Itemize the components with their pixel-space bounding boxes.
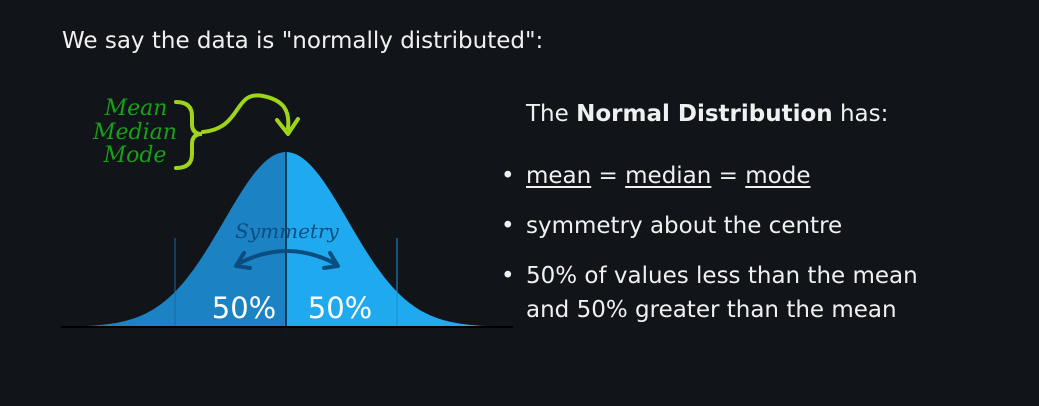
- equals-sign: =: [711, 163, 746, 189]
- properties-list: • mean = median = mode • symmetry about …: [500, 159, 1020, 327]
- info-heading: The Normal Distribution has:: [526, 97, 1020, 131]
- fifty-percent-line2: and 50% greater than the mean: [526, 297, 897, 323]
- normal-distribution-diagram: Mean Median Mode Symmetry 50% 50%: [61, 93, 513, 340]
- right-percent-label: 50%: [308, 291, 372, 325]
- symmetry-arrow-right-icon: [322, 251, 340, 270]
- symmetry-label: Symmetry: [235, 219, 339, 243]
- symmetry-text: symmetry about the centre: [526, 213, 843, 239]
- fifty-percent-line1: 50% of values less than the mean: [526, 263, 918, 289]
- arrow-head-icon: [275, 117, 300, 136]
- list-item-fifty-percent: • 50% of values less than the mean and 5…: [500, 259, 1020, 327]
- heading-suffix: has:: [832, 101, 889, 127]
- bullet-icon: •: [501, 263, 515, 289]
- curve-right-half: [286, 152, 513, 327]
- equals-sign: =: [591, 163, 626, 189]
- heading-prefix: The: [526, 101, 577, 127]
- curve-arrow: [201, 93, 291, 134]
- left-percent-label: 50%: [212, 291, 276, 325]
- intro-text: We say the data is "normally distributed…: [62, 28, 544, 54]
- mode-label: Mode: [103, 143, 167, 168]
- curve-left-half: [61, 152, 286, 327]
- bullet-icon: •: [501, 213, 515, 239]
- symmetry-arrow-left-icon: [234, 251, 252, 270]
- list-item-symmetry: • symmetry about the centre: [500, 209, 1020, 243]
- curly-brace: [174, 100, 203, 170]
- bullet-icon: •: [501, 163, 515, 189]
- median-link[interactable]: median: [625, 163, 712, 189]
- symmetry-arc: [236, 249, 338, 266]
- info-panel: The Normal Distribution has: • mean = me…: [500, 97, 1020, 343]
- list-item-mean-median-mode: • mean = median = mode: [500, 159, 1020, 193]
- mean-link[interactable]: mean: [526, 163, 592, 189]
- mode-link[interactable]: mode: [745, 163, 811, 189]
- mean-label: Mean: [104, 96, 168, 121]
- median-label: Median: [92, 120, 177, 145]
- heading-bold-term: Normal Distribution: [576, 101, 833, 127]
